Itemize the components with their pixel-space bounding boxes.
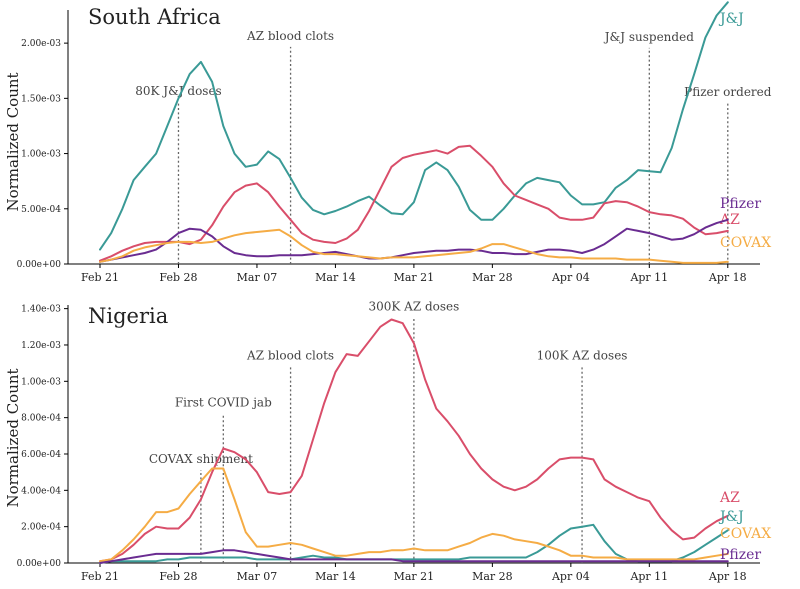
south-africa-series-label-az: AZ [719, 212, 740, 228]
nigeria-x-tick-label: Apr 18 [708, 570, 747, 583]
nigeria-x-tick-label: Feb 28 [159, 570, 197, 583]
south-africa-x-tick-label: Mar 21 [394, 271, 435, 284]
south-africa-series-line-pfizer [99, 218, 729, 263]
south-africa-event-label-pfizer-ordered: Pfizer ordered [684, 85, 772, 99]
south-africa-panel: South Africa Normalized Count 0.00e+00 5.… [4, 1, 772, 284]
south-africa-series-label-pfizer: Pfizer [720, 196, 761, 212]
south-africa-y-tick-label: 1.50e-03 [21, 94, 61, 104]
south-africa-x-tick-label: Apr 18 [708, 271, 747, 284]
nigeria-y-axis-label: Normalized Count [4, 368, 22, 507]
nigeria-y-tick-label: 1.40e-03 [21, 305, 61, 315]
south-africa-series-line-covax [99, 228, 729, 264]
south-africa-title: South Africa [88, 5, 221, 29]
nigeria-x-tick-label: Apr 11 [629, 570, 668, 583]
nigeria-x-tick-label: Mar 21 [394, 570, 435, 583]
south-africa-y-tick-label: 2.00e-03 [21, 39, 61, 49]
nigeria-series-label-pfizer: Pfizer [720, 547, 761, 563]
south-africa-y-tick-label: 1.00e-03 [21, 150, 61, 160]
south-africa-event-label-80k-jandj-doses: 80K J&J doses [135, 84, 222, 98]
nigeria-x-tick-label: Mar 14 [315, 570, 356, 583]
south-africa-y-axis-label: Normalized Count [4, 72, 22, 211]
nigeria-event-label-100k-az-doses: 100K AZ doses [537, 349, 628, 363]
south-africa-x-tick-label: Mar 28 [472, 271, 513, 284]
nigeria-y-tick-label: 6.00e-04 [21, 450, 61, 460]
nigeria-series-label-jandj: J&J [718, 509, 744, 525]
south-africa-x-tick-label: Apr 04 [551, 271, 590, 284]
nigeria-x-tick-label: Apr 04 [551, 570, 590, 583]
nigeria-series-line-pfizer [99, 549, 729, 564]
nigeria-series-line-covax [99, 467, 729, 563]
south-africa-x-tick-label: Mar 14 [315, 271, 356, 284]
nigeria-series-line-jandj [99, 523, 729, 564]
south-africa-x-tick-label: Mar 07 [237, 271, 278, 284]
nigeria-panel: Nigeria Normalized Count 0.00e+00 2.00e-0… [4, 299, 771, 583]
south-africa-series-line-jandj [99, 1, 729, 251]
nigeria-title: Nigeria [88, 304, 168, 328]
nigeria-x-tick-label: Mar 28 [472, 570, 513, 583]
nigeria-series-label-covax: COVAX [720, 526, 771, 542]
nigeria-event-label-first-covid-jab: First COVID jab [175, 396, 272, 410]
nigeria-y-tick-label: 0.00e+00 [17, 559, 62, 569]
south-africa-y-tick-label: 0.00e+00 [17, 260, 62, 270]
nigeria-y-tick-label: 1.20e-03 [21, 341, 61, 351]
nigeria-event-label-az-blood-clots: AZ blood clots [246, 349, 334, 363]
south-africa-y-tick-label: 5.00e-04 [21, 205, 61, 215]
nigeria-y-tick-label: 4.00e-04 [21, 486, 61, 496]
nigeria-y-tick-label: 8.00e-04 [21, 414, 61, 424]
nigeria-event-label-covax-shipment: COVAX shipment [149, 452, 253, 466]
south-africa-event-label-az-blood-clots: AZ blood clots [246, 29, 334, 43]
south-africa-x-tick-label: Feb 28 [159, 271, 197, 284]
south-africa-event-label-jandj-suspended: J&J suspended [603, 30, 694, 44]
south-africa-x-tick-label: Feb 21 [81, 271, 119, 284]
nigeria-series-line-az [99, 318, 729, 563]
nigeria-x-tick-label: Feb 21 [81, 570, 119, 583]
south-africa-x-tick-label: Apr 11 [629, 271, 668, 284]
south-africa-series-label-covax: COVAX [720, 235, 771, 251]
south-africa-series-label-jandj: J&J [718, 11, 744, 27]
nigeria-x-tick-label: Mar 07 [237, 570, 278, 583]
nigeria-series-label-az: AZ [719, 490, 740, 506]
nigeria-event-label-300k-az-doses: 300K AZ doses [368, 299, 459, 313]
nigeria-y-tick-label: 2.00e-04 [21, 523, 61, 533]
nigeria-y-tick-label: 1.00e-03 [21, 377, 61, 387]
south-africa-series-line-az [99, 144, 729, 262]
